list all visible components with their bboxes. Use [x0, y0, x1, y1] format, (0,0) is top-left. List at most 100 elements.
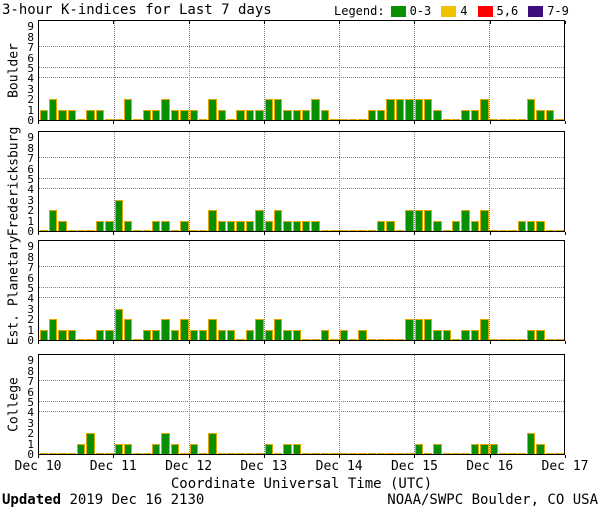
day-gridline [114, 132, 115, 231]
day-gridline [114, 355, 115, 454]
y-tick-label: 0 [27, 334, 34, 347]
k-bar [536, 329, 545, 340]
y-tick-label: 7 [27, 41, 34, 55]
k-bar [67, 109, 76, 120]
k-bar [330, 118, 339, 120]
y-tick-label: 8 [27, 30, 34, 44]
k-bar [208, 319, 217, 340]
k-bar [377, 452, 386, 454]
updated-text: Updated 2019 Dec 16 2130 [2, 492, 204, 508]
k-bar [217, 329, 226, 340]
k-bar [423, 99, 433, 120]
x-tick-label: Dec 12 [165, 459, 213, 474]
y-tick-label: 5 [27, 282, 34, 295]
legend-swatch-green [390, 5, 406, 17]
k-bar [536, 220, 545, 231]
x-tick-label: Dec 15 [390, 459, 438, 474]
legend-swatch-yellow [441, 5, 457, 17]
k-bar [264, 443, 273, 454]
k-bar [142, 329, 151, 340]
k-bar [264, 220, 273, 231]
legend-item-purple: 7-9 [528, 4, 569, 18]
day-tick [38, 341, 39, 344]
k-bar [245, 329, 255, 340]
legend-item-red: 5,6 [477, 4, 518, 18]
y-tick-label: 9 [27, 354, 34, 368]
day-gridline [489, 355, 490, 454]
k-bar [217, 220, 226, 231]
k-bar [508, 229, 517, 231]
station-label: Fredericksburg [6, 126, 22, 236]
credit-text: NOAA/SWPC Boulder, CO USA [387, 492, 598, 508]
k-bar [264, 99, 273, 120]
k-bar [264, 329, 273, 340]
k-bar [452, 452, 461, 454]
day-tick [339, 121, 341, 124]
legend-label: Legend: [334, 4, 385, 18]
y-tick-label: 3 [27, 82, 34, 96]
k-bar [273, 319, 283, 340]
k-bar [527, 329, 536, 340]
day-gridline [189, 241, 190, 340]
k-bar [39, 109, 48, 120]
y-tick-label: 4 [27, 292, 34, 306]
y-tick-label: 1 [27, 103, 34, 117]
day-tick [113, 341, 115, 344]
k-bar [245, 109, 255, 120]
y-tick-label: 3 [27, 416, 34, 430]
day-tick [188, 21, 190, 24]
k-bar [377, 338, 386, 340]
k-bar [114, 308, 123, 340]
k-bar [170, 229, 180, 231]
day-tick [188, 232, 190, 235]
panel-boulder [38, 20, 565, 121]
k-bar [77, 443, 86, 454]
y-tick-label: 6 [27, 385, 34, 399]
k-bar [48, 452, 58, 454]
k-bar [245, 220, 255, 231]
legend: Legend: 0-3 4 5,6 7-9 [334, 4, 569, 18]
k-bar [170, 329, 180, 340]
k-bar [339, 452, 348, 454]
k-bar [433, 109, 442, 120]
k-bar [227, 118, 236, 120]
k-bar [517, 452, 526, 454]
k-bar [517, 220, 526, 231]
day-tick [38, 21, 39, 24]
k-bar [414, 319, 423, 340]
y-tick-label: 1 [27, 323, 34, 337]
k-bar [386, 452, 395, 454]
day-gridline [489, 241, 490, 340]
k-bar [302, 452, 311, 454]
k-bar [198, 452, 208, 454]
k-bar [48, 99, 58, 120]
k-bar [545, 229, 555, 231]
k-bar [273, 210, 283, 231]
k-bar [67, 329, 76, 340]
k-bar [489, 118, 498, 120]
k-bar [423, 210, 433, 231]
k-bar [358, 452, 367, 454]
legend-item-label: 7-9 [547, 4, 569, 18]
y-tick-label: 1 [27, 437, 34, 451]
k-bar [320, 452, 330, 454]
day-tick [263, 121, 265, 124]
k-bar [367, 109, 376, 120]
k-bar [461, 210, 470, 231]
k-bar [461, 109, 470, 120]
day-tick [489, 341, 491, 344]
k-bar [58, 109, 67, 120]
k-bar [133, 229, 142, 231]
k-bar [527, 220, 536, 231]
day-tick [489, 232, 491, 235]
y-tick-label: 6 [27, 51, 34, 65]
day-tick [414, 121, 416, 124]
k-bar [517, 118, 526, 120]
day-gridline [264, 132, 265, 231]
k-bar [105, 118, 114, 120]
k-bar [442, 452, 451, 454]
day-gridline [189, 21, 190, 120]
k-bar [292, 443, 301, 454]
k-bar [536, 109, 545, 120]
k-bar [311, 220, 320, 231]
